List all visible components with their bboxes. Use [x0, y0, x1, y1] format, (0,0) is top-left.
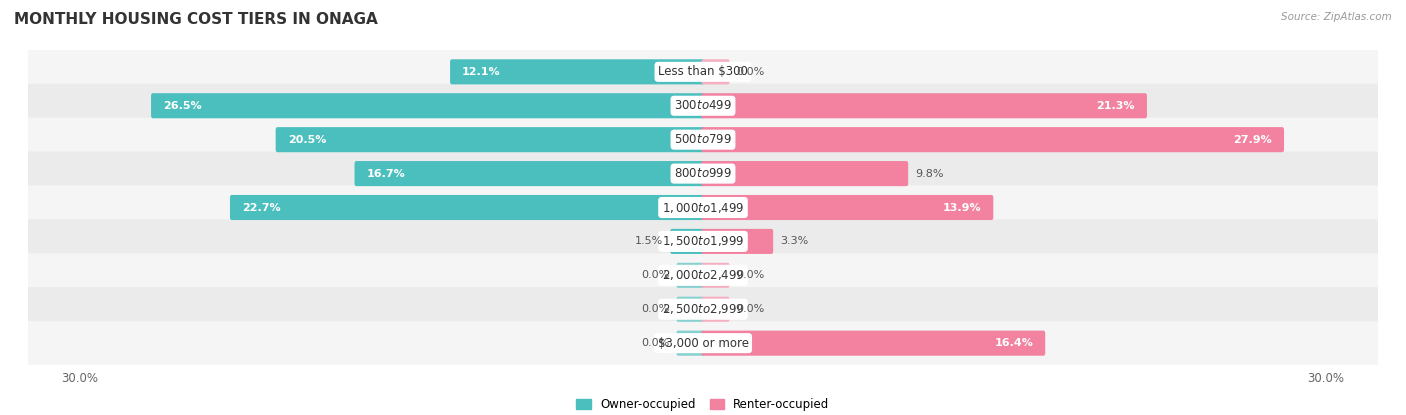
FancyBboxPatch shape [450, 59, 704, 84]
FancyBboxPatch shape [702, 161, 908, 186]
Text: $2,000 to $2,499: $2,000 to $2,499 [662, 269, 744, 282]
FancyBboxPatch shape [25, 84, 1381, 128]
FancyBboxPatch shape [25, 321, 1381, 365]
FancyBboxPatch shape [25, 287, 1381, 331]
Text: $2,500 to $2,999: $2,500 to $2,999 [662, 302, 744, 316]
FancyBboxPatch shape [276, 127, 704, 152]
Legend: Owner-occupied, Renter-occupied: Owner-occupied, Renter-occupied [572, 393, 834, 415]
FancyBboxPatch shape [702, 229, 773, 254]
FancyBboxPatch shape [676, 297, 704, 322]
Text: 12.1%: 12.1% [463, 67, 501, 77]
FancyBboxPatch shape [25, 151, 1381, 195]
Text: 26.5%: 26.5% [163, 101, 201, 111]
FancyBboxPatch shape [671, 229, 704, 254]
FancyBboxPatch shape [231, 195, 704, 220]
Text: $3,000 or more: $3,000 or more [658, 337, 748, 350]
FancyBboxPatch shape [702, 195, 993, 220]
Text: 0.0%: 0.0% [737, 67, 765, 77]
FancyBboxPatch shape [702, 127, 1284, 152]
Text: 0.0%: 0.0% [737, 270, 765, 280]
Text: 3.3%: 3.3% [780, 237, 808, 247]
Text: 0.0%: 0.0% [737, 304, 765, 314]
Text: 0.0%: 0.0% [641, 304, 669, 314]
FancyBboxPatch shape [702, 59, 730, 84]
FancyBboxPatch shape [676, 263, 704, 288]
Text: 13.9%: 13.9% [942, 203, 981, 212]
FancyBboxPatch shape [25, 186, 1381, 229]
FancyBboxPatch shape [702, 263, 730, 288]
Text: Less than $300: Less than $300 [658, 65, 748, 78]
FancyBboxPatch shape [702, 297, 730, 322]
Text: $500 to $799: $500 to $799 [673, 133, 733, 146]
FancyBboxPatch shape [676, 331, 704, 356]
Text: $1,000 to $1,499: $1,000 to $1,499 [662, 200, 744, 215]
Text: $800 to $999: $800 to $999 [673, 167, 733, 180]
FancyBboxPatch shape [25, 50, 1381, 94]
Text: 16.4%: 16.4% [994, 338, 1033, 348]
Text: Source: ZipAtlas.com: Source: ZipAtlas.com [1281, 12, 1392, 22]
Text: 21.3%: 21.3% [1097, 101, 1135, 111]
FancyBboxPatch shape [25, 220, 1381, 264]
Text: $300 to $499: $300 to $499 [673, 99, 733, 112]
FancyBboxPatch shape [354, 161, 704, 186]
Text: 1.5%: 1.5% [636, 237, 664, 247]
FancyBboxPatch shape [702, 331, 1045, 356]
FancyBboxPatch shape [150, 93, 704, 118]
Text: MONTHLY HOUSING COST TIERS IN ONAGA: MONTHLY HOUSING COST TIERS IN ONAGA [14, 12, 378, 27]
FancyBboxPatch shape [702, 93, 1147, 118]
FancyBboxPatch shape [25, 117, 1381, 162]
Text: 20.5%: 20.5% [288, 135, 326, 145]
Text: 27.9%: 27.9% [1233, 135, 1272, 145]
Text: $1,500 to $1,999: $1,500 to $1,999 [662, 234, 744, 249]
FancyBboxPatch shape [25, 253, 1381, 298]
Text: 16.7%: 16.7% [367, 168, 405, 178]
Text: 9.8%: 9.8% [915, 168, 943, 178]
Text: 22.7%: 22.7% [242, 203, 281, 212]
Text: 0.0%: 0.0% [641, 338, 669, 348]
Text: 0.0%: 0.0% [641, 270, 669, 280]
